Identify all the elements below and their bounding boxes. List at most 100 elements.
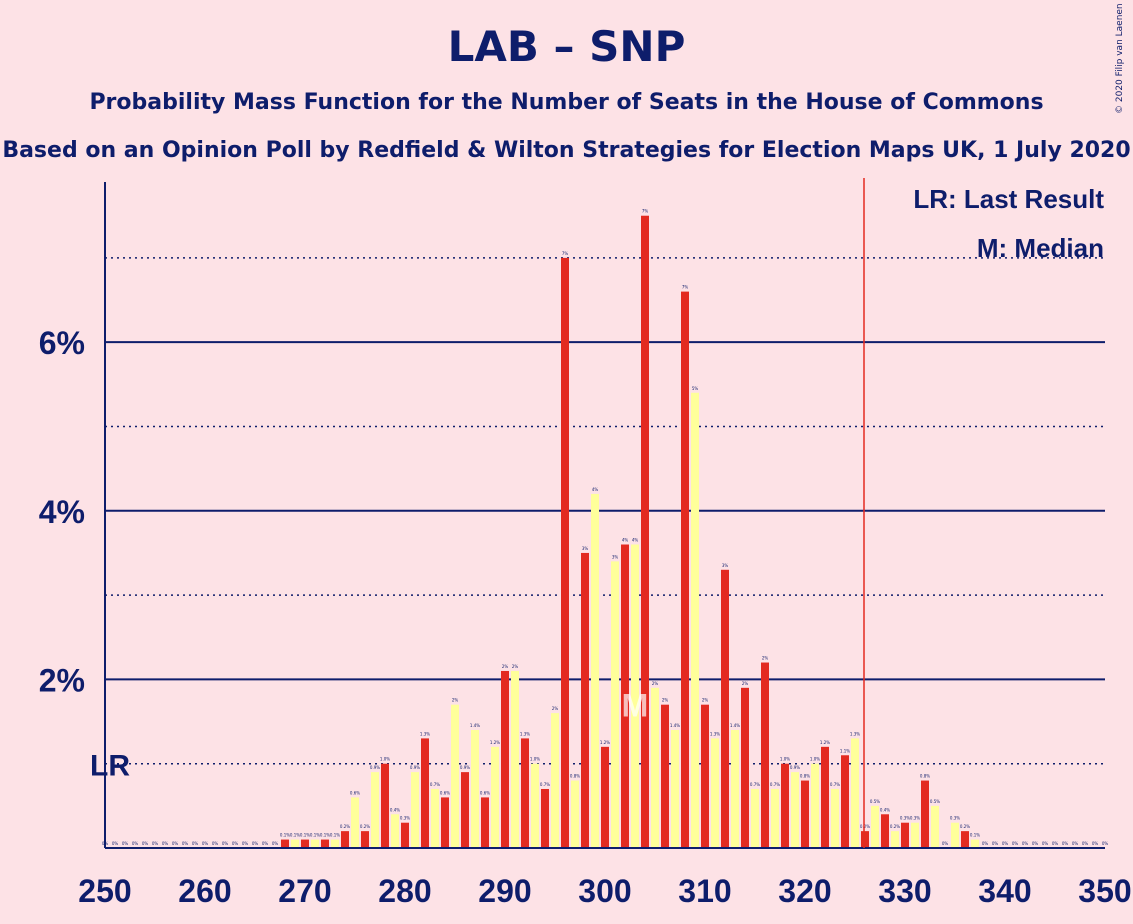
bar-yellow bbox=[431, 788, 439, 848]
data-label-red: 0% bbox=[122, 841, 129, 846]
data-label-red: 0% bbox=[1102, 841, 1109, 846]
data-label-red: 0.3% bbox=[900, 816, 910, 821]
data-label-red: 0.1% bbox=[300, 833, 310, 838]
bar-yellow bbox=[351, 797, 359, 848]
bar-red bbox=[361, 831, 369, 848]
bar-red bbox=[441, 797, 449, 848]
x-tick-label: 330 bbox=[878, 873, 931, 909]
x-tick-label: 320 bbox=[778, 873, 831, 909]
data-label-red: 0% bbox=[262, 841, 269, 846]
data-label-red: 0% bbox=[1022, 841, 1029, 846]
x-tick-label: 300 bbox=[578, 873, 631, 909]
data-label-yellow: 0.2% bbox=[890, 824, 900, 829]
data-label-red: 1.3% bbox=[520, 731, 530, 736]
data-label-yellow: 0% bbox=[252, 841, 259, 846]
median-marker: M bbox=[622, 688, 649, 724]
bar-yellow bbox=[651, 687, 659, 848]
data-label-red: 0.1% bbox=[280, 833, 290, 838]
data-label-yellow: 0% bbox=[192, 841, 199, 846]
data-label-red: 7% bbox=[642, 209, 649, 214]
data-label-yellow: 1.4% bbox=[670, 723, 680, 728]
bar-red bbox=[501, 670, 509, 848]
bar-yellow bbox=[731, 729, 739, 848]
data-label-yellow: 0.1% bbox=[970, 833, 980, 838]
data-label-red: 1.0% bbox=[780, 757, 790, 762]
data-label-yellow: 0% bbox=[212, 841, 219, 846]
data-label-yellow: 0.5% bbox=[870, 799, 880, 804]
data-label-red: 0% bbox=[942, 841, 949, 846]
bar-yellow bbox=[871, 805, 879, 848]
data-label-red: 2% bbox=[662, 698, 669, 703]
x-tick-label: 260 bbox=[178, 873, 231, 909]
bar-yellow bbox=[291, 839, 299, 848]
data-label-yellow: 0.7% bbox=[770, 782, 780, 787]
bar-yellow bbox=[711, 738, 719, 848]
data-label-red: 1.1% bbox=[840, 748, 850, 753]
bar-yellow bbox=[611, 561, 619, 848]
data-label-red: 0.2% bbox=[360, 824, 370, 829]
bar-yellow bbox=[571, 780, 579, 848]
data-label-yellow: 0.5% bbox=[930, 799, 940, 804]
data-label-yellow: 5% bbox=[692, 386, 699, 391]
data-label-red: 1.0% bbox=[380, 757, 390, 762]
bar-red bbox=[621, 544, 629, 848]
data-label-red: 0.6% bbox=[480, 790, 490, 795]
bar-yellow bbox=[691, 392, 699, 848]
bar-red bbox=[681, 291, 689, 848]
bar-yellow bbox=[531, 763, 539, 848]
bar-red bbox=[581, 552, 589, 848]
data-label-yellow: 0% bbox=[272, 841, 279, 846]
bar-red bbox=[381, 763, 389, 848]
data-label-yellow: 0.1% bbox=[330, 833, 340, 838]
data-label-yellow: 1.3% bbox=[850, 731, 860, 736]
data-label-red: 0% bbox=[242, 841, 249, 846]
data-label-red: 3% bbox=[582, 546, 589, 551]
data-label-yellow: 3% bbox=[612, 554, 619, 559]
x-tick-label: 290 bbox=[478, 873, 531, 909]
bar-red bbox=[541, 788, 549, 848]
data-label-yellow: 0.9% bbox=[370, 765, 380, 770]
data-label-red: 0% bbox=[1002, 841, 1009, 846]
data-label-red: 0.2% bbox=[860, 824, 870, 829]
data-label-red: 0% bbox=[1062, 841, 1069, 846]
bar-red bbox=[901, 822, 909, 848]
bar-red bbox=[561, 257, 569, 848]
data-label-red: 0.1% bbox=[320, 833, 330, 838]
bar-yellow bbox=[751, 788, 759, 848]
bar-red bbox=[701, 704, 709, 848]
data-label-red: 0% bbox=[182, 841, 189, 846]
data-label-yellow: 0% bbox=[1052, 841, 1059, 846]
data-label-red: 0.6% bbox=[440, 790, 450, 795]
bar-red bbox=[921, 780, 929, 848]
bar-yellow bbox=[931, 805, 939, 848]
bar-red bbox=[881, 814, 889, 848]
bar-yellow bbox=[771, 788, 779, 848]
bar-yellow bbox=[451, 704, 459, 848]
data-label-red: 2% bbox=[762, 656, 769, 661]
data-label-yellow: 4% bbox=[592, 487, 599, 492]
y-tick-label: 2% bbox=[39, 662, 85, 698]
bar-yellow bbox=[791, 772, 799, 848]
markers: LR M bbox=[90, 178, 865, 848]
x-tick-label: 270 bbox=[278, 873, 331, 909]
bar-yellow bbox=[631, 544, 639, 848]
data-label-yellow: 0.7% bbox=[430, 782, 440, 787]
data-label-red: 0% bbox=[162, 841, 169, 846]
data-label-red: 1.2% bbox=[820, 740, 830, 745]
data-label-yellow: 0% bbox=[152, 841, 159, 846]
bar-yellow bbox=[831, 788, 839, 848]
data-label-red: 4% bbox=[622, 538, 629, 543]
bar-yellow bbox=[391, 814, 399, 848]
bar-red bbox=[341, 831, 349, 848]
bar-yellow bbox=[371, 772, 379, 848]
data-label-red: 0.2% bbox=[340, 824, 350, 829]
bar-yellow bbox=[671, 729, 679, 848]
data-label-red: 0.2% bbox=[960, 824, 970, 829]
bar-yellow bbox=[851, 738, 859, 848]
bar-yellow bbox=[471, 729, 479, 848]
data-label-yellow: 0.7% bbox=[830, 782, 840, 787]
bar-red bbox=[641, 215, 649, 849]
data-label-red: 0.9% bbox=[460, 765, 470, 770]
bar-yellow bbox=[811, 763, 819, 848]
bar-yellow bbox=[551, 713, 559, 848]
